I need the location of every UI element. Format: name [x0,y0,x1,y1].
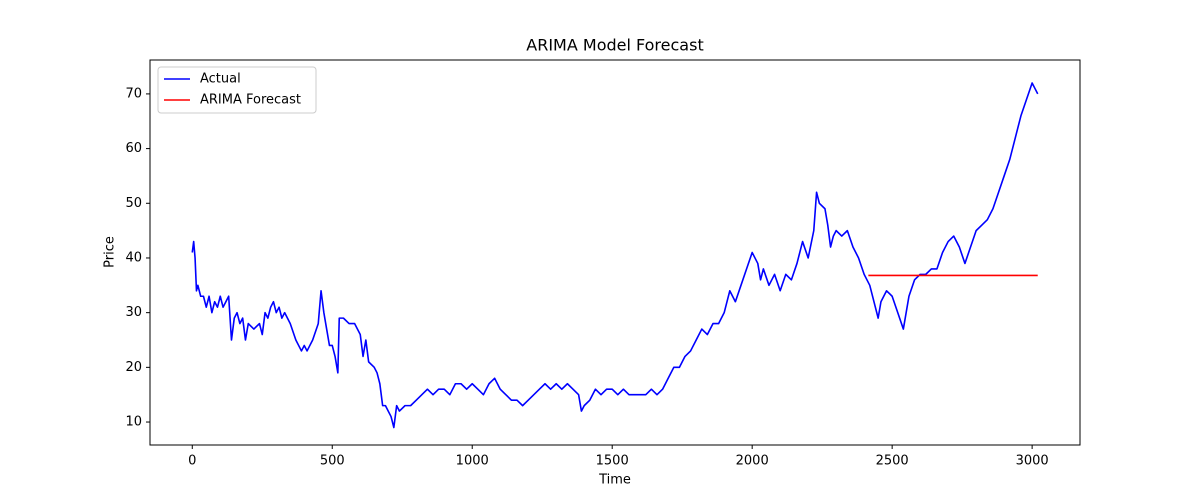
x-tick-label: 1500 [596,454,629,469]
chart-title: ARIMA Model Forecast [526,36,703,55]
y-tick-label: 30 [125,305,142,320]
y-axis-label: Price [103,236,118,268]
y-tick-label: 70 [125,86,142,101]
legend-box [157,66,317,114]
x-tick-label: 3000 [1016,454,1049,469]
x-axis-label: Time [598,473,631,488]
series-line [191,82,1039,429]
y-tick-label: 50 [125,196,142,211]
y-tick-label: 10 [125,415,142,430]
plot-frame [149,59,1081,446]
y-tick-label: 60 [125,141,142,156]
x-tick-label: 2500 [876,454,909,469]
x-tick-label: 500 [320,454,345,469]
y-tick-label: 40 [125,250,142,265]
legend-label: Actual [200,72,241,87]
x-tick-label: 2000 [736,454,769,469]
legend-label: ARIMA Forecast [200,93,301,108]
y-tick-label: 20 [125,360,142,375]
x-tick-label: 1000 [456,454,489,469]
x-tick-label: 0 [188,454,196,469]
